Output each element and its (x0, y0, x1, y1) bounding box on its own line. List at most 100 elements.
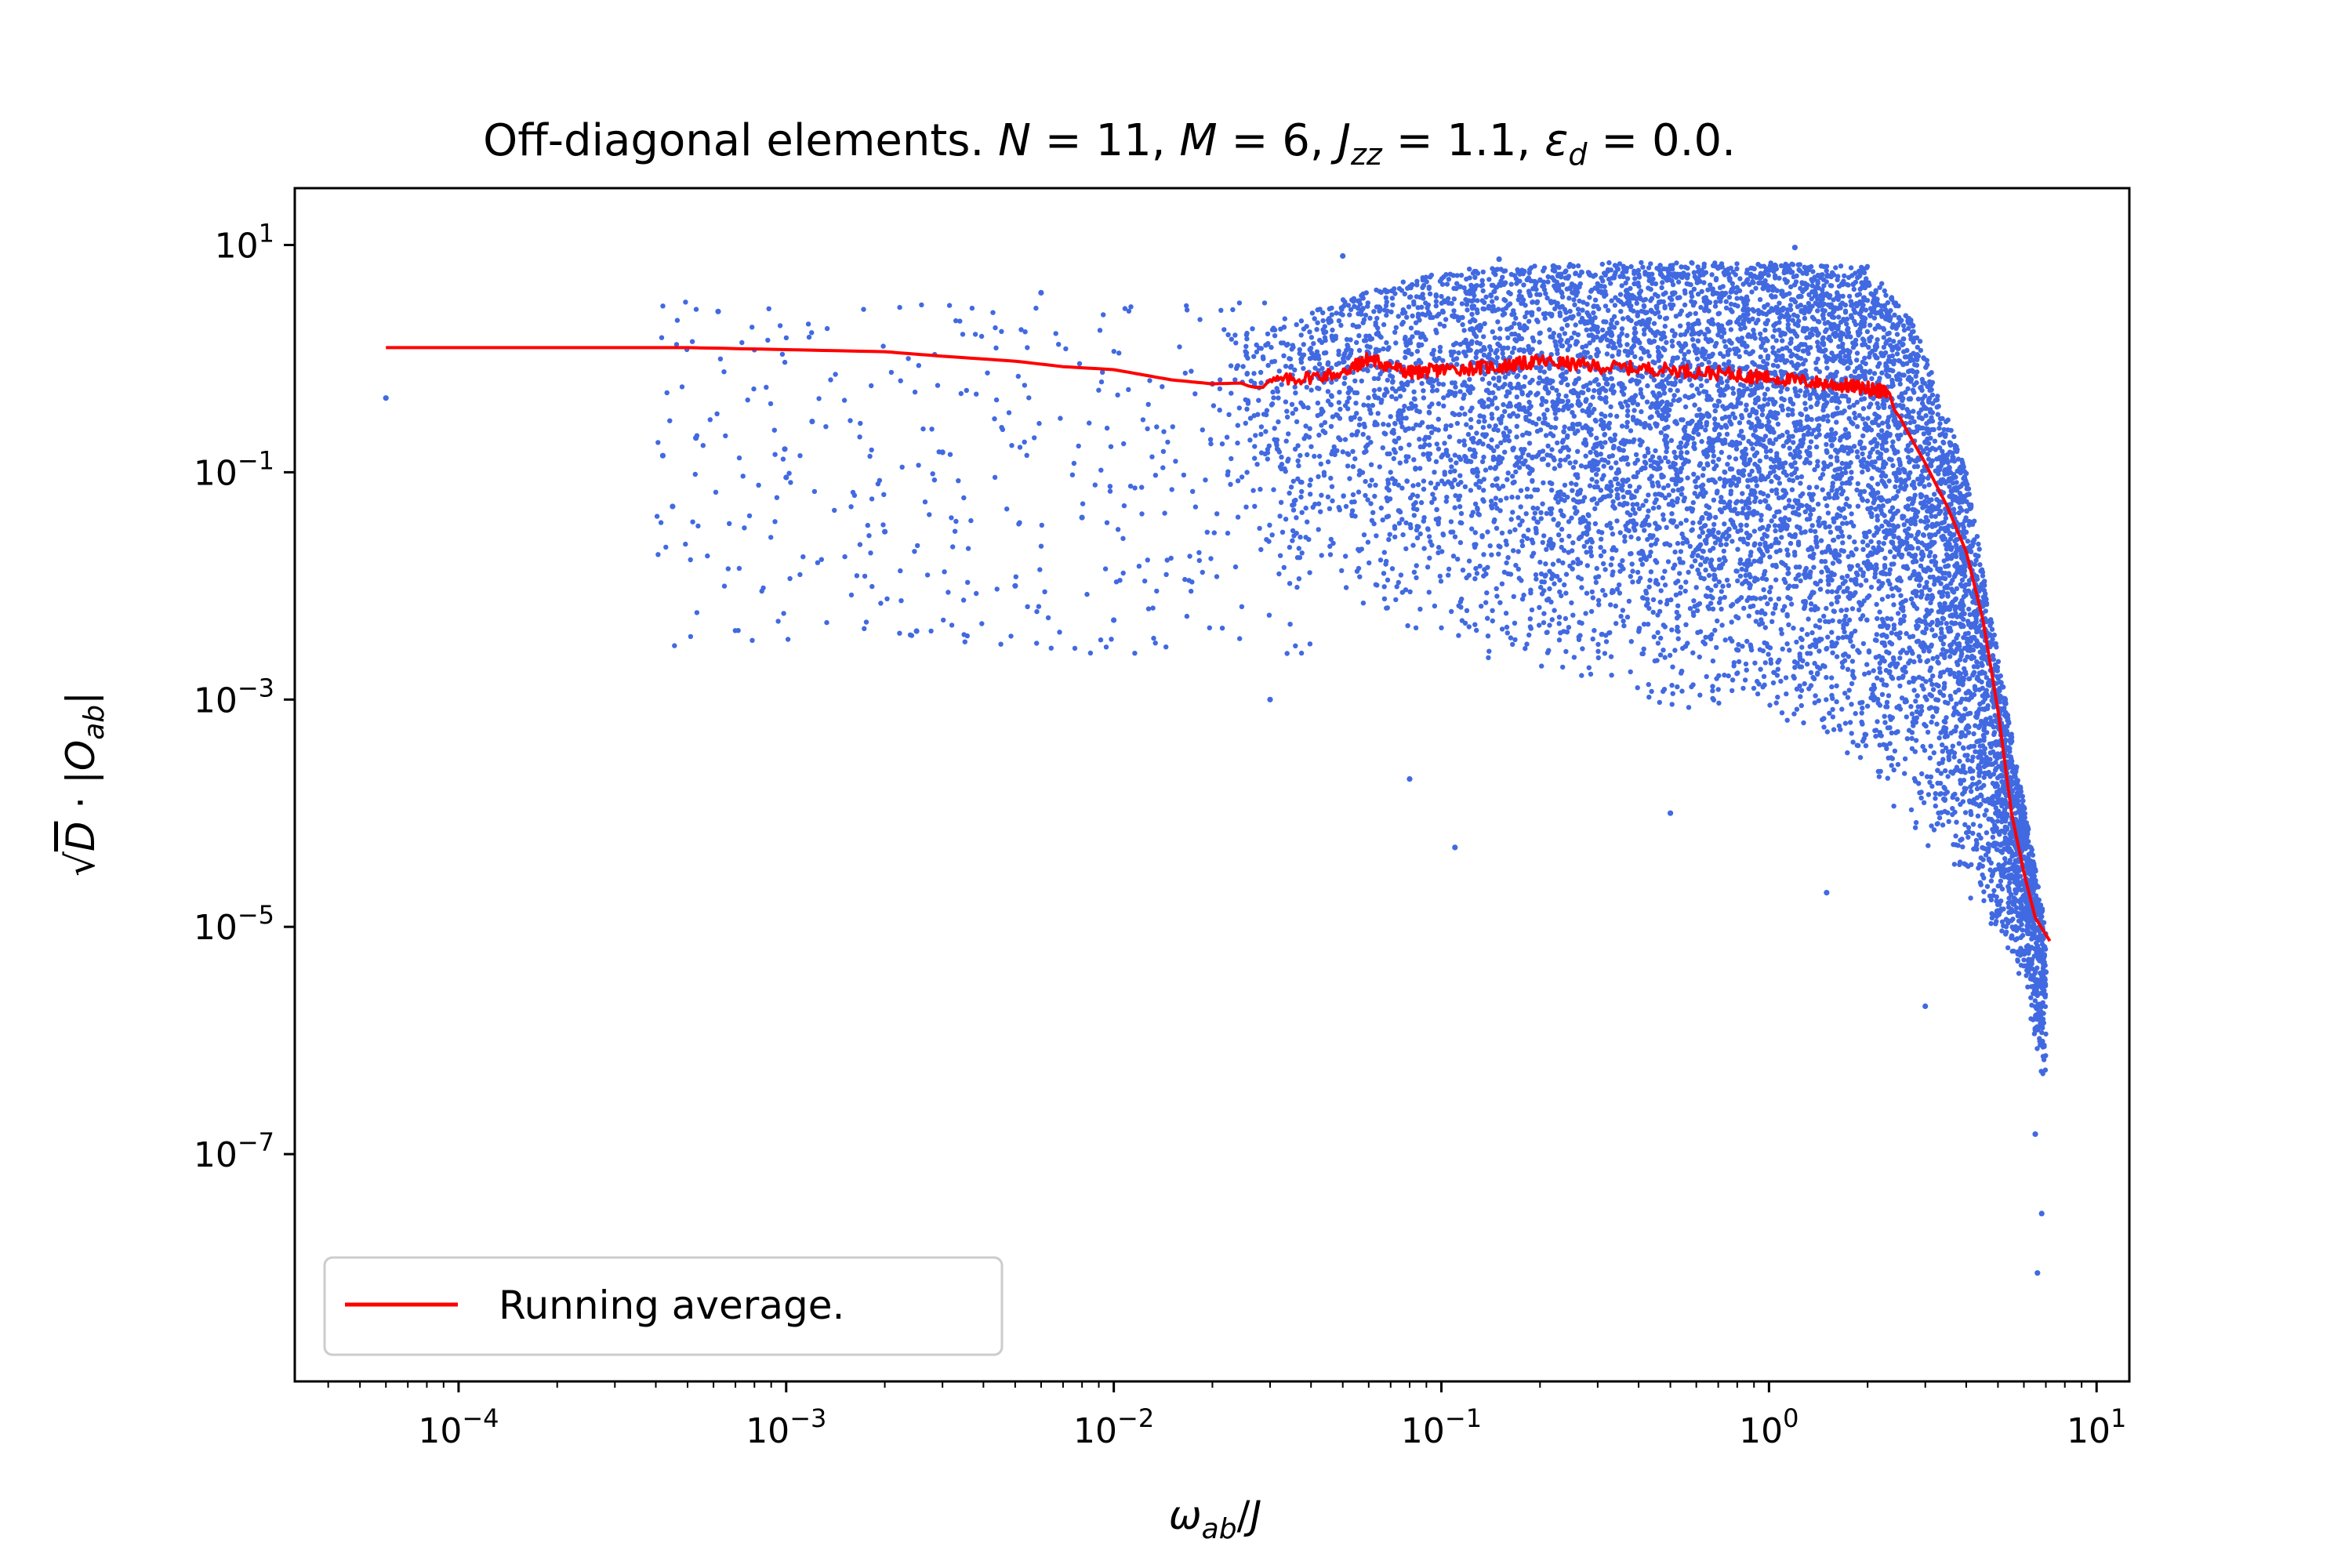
scatter-point (1798, 694, 1803, 699)
scatter-point (1593, 579, 1599, 586)
scatter-point (1244, 336, 1250, 342)
scatter-point (1937, 421, 1943, 426)
scatter-point (1832, 333, 1838, 339)
scatter-point (1610, 532, 1616, 537)
scatter-point (1495, 319, 1501, 325)
scatter-point (1851, 402, 1857, 408)
scatter-point (1750, 307, 1755, 312)
scatter-point (1615, 481, 1621, 487)
title-part-1: N (998, 115, 1031, 166)
scatter-point (1555, 347, 1560, 353)
scatter-point (1407, 589, 1413, 594)
scatter-point (1760, 684, 1766, 690)
scatter-point (1556, 637, 1563, 643)
scatter-point (1645, 446, 1650, 452)
scatter-point (1939, 521, 1945, 526)
scatter-point (1563, 648, 1569, 655)
scatter-point (1256, 397, 1261, 403)
scatter-point (1781, 270, 1787, 276)
scatter-point (1304, 384, 1310, 390)
scatter-point (1458, 510, 1465, 517)
scatter-point (1457, 520, 1463, 525)
scatter-point (1613, 603, 1618, 609)
scatter-point (1680, 560, 1686, 565)
scatter-point (1849, 511, 1854, 517)
scatter-point (1532, 510, 1538, 516)
scatter-point (1325, 494, 1331, 499)
scatter-point (1549, 488, 1555, 493)
scatter-point (1584, 327, 1589, 332)
scatter-point (1849, 606, 1856, 612)
scatter-point (1296, 463, 1301, 469)
scatter-point (1755, 416, 1760, 421)
scatter-point (1689, 564, 1695, 569)
scatter-point (1457, 438, 1462, 445)
scatter-point (1550, 561, 1556, 567)
scatter-point (1665, 483, 1671, 488)
scatter-point (1776, 348, 1782, 354)
scatter-point (1612, 303, 1618, 308)
scatter-point (1784, 547, 1790, 553)
scatter-point (1448, 519, 1454, 524)
scatter-point (1685, 475, 1690, 481)
scatter-point (1829, 684, 1835, 690)
scatter-point (1845, 666, 1851, 672)
scatter-point (1873, 355, 1879, 361)
scatter-point (1787, 648, 1792, 653)
scatter-point (1822, 495, 1828, 501)
scatter-point (1449, 380, 1455, 386)
scatter-point (1730, 519, 1736, 524)
scatter-point (1585, 387, 1592, 393)
scatter-point (1451, 308, 1457, 314)
scatter-point (1522, 268, 1527, 274)
scatter-point (1563, 268, 1569, 274)
scatter-point (1839, 706, 1845, 712)
scatter-point (1662, 455, 1668, 461)
scatter-point (1472, 622, 1478, 627)
scatter-point (1657, 524, 1662, 531)
scatter-point (1504, 560, 1509, 566)
scatter-point (1704, 510, 1709, 516)
scatter-point (1312, 316, 1317, 321)
scatter-point (2024, 973, 2029, 978)
scatter-point (1887, 581, 1893, 587)
scatter-point (1789, 472, 1795, 477)
scatter-point (1765, 387, 1770, 392)
scatter-point (1802, 401, 1808, 406)
scatter-point (1414, 506, 1420, 513)
scatter-point (1801, 720, 1806, 726)
scatter-point (1716, 700, 1722, 706)
scatter-point (1411, 513, 1417, 518)
scatter-point (1692, 558, 1698, 564)
scatter-point (1465, 431, 1472, 437)
scatter-point (1927, 755, 1933, 760)
scatter-point (1426, 434, 1432, 441)
scatter-point (1379, 397, 1385, 403)
scatter-point (1603, 319, 1609, 325)
scatter-point (1762, 397, 1767, 402)
scatter-point (1896, 675, 1902, 681)
scatter-point (1929, 719, 1934, 725)
scatter-point (1866, 483, 1871, 488)
scatter-point (1479, 376, 1486, 382)
scatter-point (1469, 311, 1475, 317)
scatter-point (1235, 478, 1241, 484)
scatter-point (1664, 278, 1670, 283)
scatter-point (1667, 652, 1673, 659)
scatter-point (1890, 368, 1896, 374)
scatter-point (1494, 476, 1500, 481)
scatter-point (1559, 544, 1564, 550)
scatter-point (1815, 459, 1820, 464)
scatter-point (1436, 545, 1442, 550)
scatter-point (1497, 336, 1503, 341)
scatter-point (1581, 543, 1587, 550)
scatter-point (1832, 643, 1838, 648)
scatter-point (1600, 327, 1606, 333)
scatter-point (1671, 397, 1676, 403)
scatter-point (1413, 361, 1419, 366)
scatter-point (1969, 758, 1975, 764)
scatter-point (1490, 299, 1495, 304)
scatter-point (1433, 299, 1439, 304)
scatter-point (1793, 564, 1799, 570)
